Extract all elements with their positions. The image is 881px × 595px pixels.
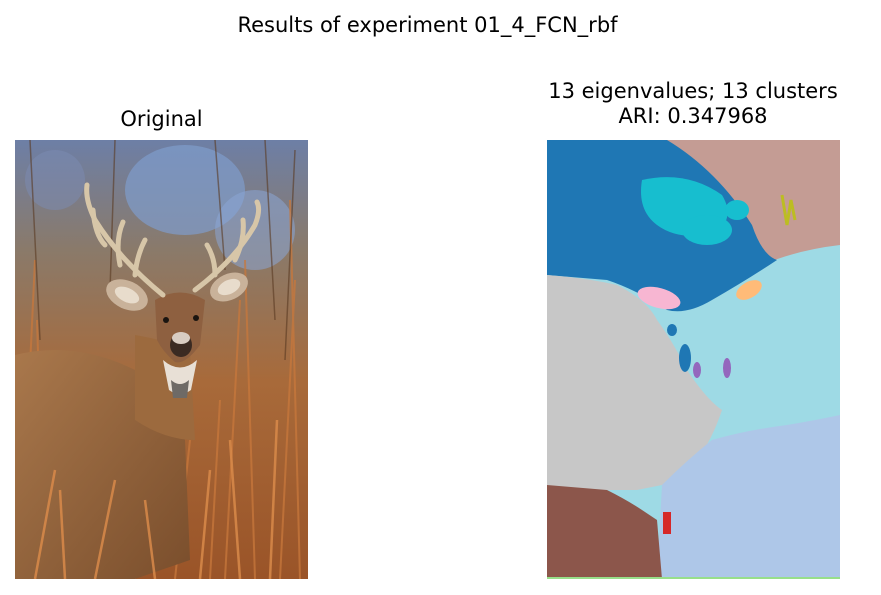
figure-suptitle: Results of experiment 01_4_FCN_rbf <box>237 13 618 37</box>
segmentation-map-icon <box>547 140 840 579</box>
segmentation-image <box>547 140 840 579</box>
original-image <box>15 140 308 579</box>
clustering-title-line1: 13 eigenvalues; 13 clusters <box>548 79 838 103</box>
clustering-title-line2: ARI: 0.347968 <box>618 104 768 128</box>
clustering-panel-title: 13 eigenvalues; 13 clusters ARI: 0.34796… <box>493 79 881 129</box>
deer-photo-icon <box>15 140 308 579</box>
original-panel-title: Original <box>120 107 203 131</box>
